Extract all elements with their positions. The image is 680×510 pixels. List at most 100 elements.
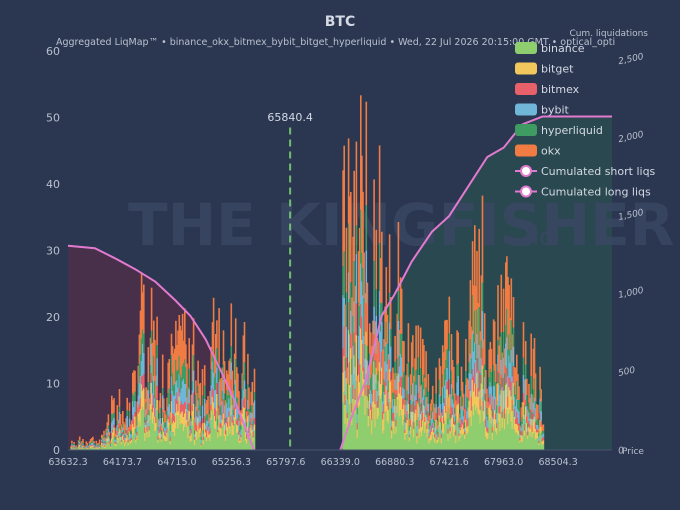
bar-bitmex [231, 415, 234, 423]
bar-bitmex [171, 413, 174, 424]
bar-bitget [154, 416, 156, 432]
bar-bitmex [363, 367, 365, 380]
bar-bybit [343, 297, 345, 327]
bar-bitmex [492, 410, 495, 419]
bar-bybit [106, 432, 109, 437]
bar-bitget [503, 418, 506, 430]
bar-binance [122, 440, 124, 450]
bar-bybit [394, 379, 396, 390]
bar-okx [86, 442, 89, 446]
bar-hyperliquid [457, 363, 459, 376]
bar-hyperliquid [133, 395, 135, 408]
bar-okx [167, 362, 169, 393]
bar-bitmex [105, 442, 107, 445]
bar-binance [159, 437, 162, 450]
bar-bitmex [345, 357, 348, 378]
bar-binance [246, 443, 248, 450]
bar-binance [379, 399, 382, 450]
bar-bybit [415, 384, 417, 401]
bar-bitmex [384, 381, 386, 395]
bar-hyperliquid [456, 365, 458, 383]
bar-bybit [352, 346, 354, 385]
bar-bitmex [73, 446, 75, 448]
bar-binance [418, 438, 421, 450]
bar-binance [207, 437, 209, 450]
bar-okx [457, 332, 459, 364]
bar-okx [77, 440, 80, 443]
bar-bybit [492, 385, 495, 411]
bar-bybit [541, 435, 544, 439]
bar-binance [197, 430, 199, 450]
bar-okx [135, 416, 137, 429]
bar-bitget [408, 437, 411, 442]
bar-bybit [351, 374, 353, 404]
bar-bitmex [229, 416, 231, 427]
bar-hyperliquid [230, 346, 233, 363]
bar-okx [467, 379, 469, 398]
bar-bybit [516, 398, 518, 412]
bar-hyperliquid [137, 383, 140, 396]
bar-hyperliquid [441, 374, 444, 388]
bar-bitget [483, 400, 486, 421]
bar-hyperliquid [385, 322, 388, 343]
bar-bitget [75, 448, 78, 449]
bar-bybit [457, 375, 459, 396]
bar-bitget [98, 447, 101, 449]
bar-hyperliquid [239, 425, 241, 433]
bar-bitget [159, 431, 162, 438]
bar-bitmex [196, 425, 198, 432]
bar-bitget [406, 419, 409, 435]
bar-bitget [228, 416, 230, 428]
bar-okx [438, 358, 441, 380]
bar-bybit [501, 387, 504, 412]
bar-okx [376, 338, 379, 375]
bar-bitmex [106, 436, 109, 439]
bar-okx [502, 288, 505, 333]
bar-binance [510, 421, 513, 450]
bar-bitget [439, 422, 442, 430]
legend-swatch-hyperliquid [515, 124, 537, 136]
bar-bitmex [419, 404, 422, 414]
bar-hyperliquid [485, 393, 487, 402]
bar-binance [102, 447, 104, 450]
bar-okx [136, 401, 138, 418]
bar-bitget [529, 428, 531, 437]
bar-okx [126, 397, 128, 411]
bar-bitmex [111, 433, 113, 439]
bar-bitget [192, 403, 195, 419]
chart-title: BTC [325, 14, 356, 30]
bar-bitget [102, 445, 104, 448]
bar-bitmex [164, 431, 166, 436]
bar-okx [464, 409, 466, 423]
bar-hyperliquid [226, 390, 228, 403]
bar-bitget [395, 426, 397, 434]
bar-bitmex [209, 428, 211, 434]
bar-bybit [209, 418, 211, 429]
bar-hyperliquid [139, 354, 142, 376]
bar-bitmex [182, 404, 185, 417]
bar-bybit [77, 444, 80, 446]
bar-bybit [456, 382, 458, 396]
bar-bitget [381, 367, 383, 395]
bar-bitmex [175, 398, 177, 413]
bar-bitget [457, 403, 459, 421]
bar-hyperliquid [465, 371, 467, 385]
bar-bybit [236, 403, 238, 421]
bar-hyperliquid [423, 374, 425, 390]
bar-okx [123, 422, 125, 431]
bar-okx [427, 374, 430, 392]
bar-bitget [251, 429, 254, 436]
legend-label: bitget [541, 63, 574, 76]
bar-hyperliquid [205, 416, 207, 425]
bar-bitmex [451, 407, 454, 415]
bar-bitget [462, 428, 465, 434]
bar-okx [418, 375, 421, 399]
bar-hyperliquid [166, 411, 168, 422]
bar-hyperliquid [365, 205, 368, 251]
bar-bitmex [532, 413, 535, 420]
bar-bitmex [360, 304, 362, 329]
bar-hyperliquid [403, 371, 405, 389]
bar-hyperliquid [492, 364, 495, 386]
bar-binance [374, 427, 376, 450]
y2-tick-label: 2,000 [617, 130, 645, 145]
